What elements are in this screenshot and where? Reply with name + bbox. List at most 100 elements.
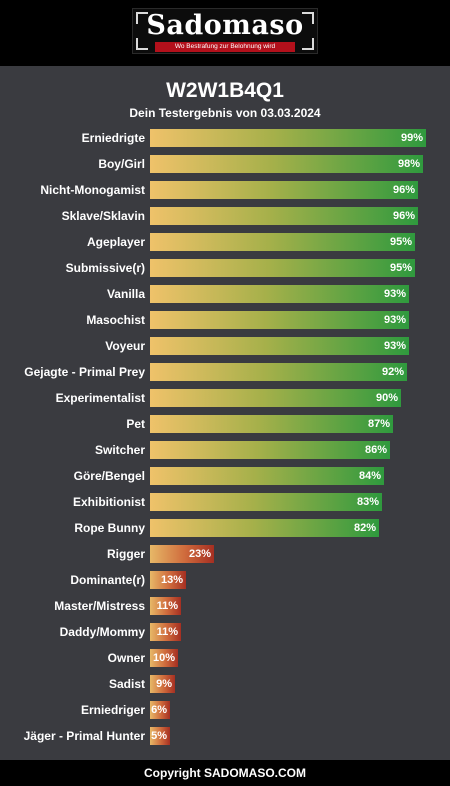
bar-value-label: 6% (151, 704, 167, 716)
category-label: Nicht-Monogamist (40, 183, 145, 197)
result-bar: 93% (150, 285, 409, 303)
chart-row: Experimentalist 90% (0, 389, 450, 407)
category-label: Owner (107, 651, 145, 665)
category-label: Vanilla (106, 287, 145, 301)
bar-value-label: 93% (383, 288, 406, 300)
result-title: W2W1B4Q1 (166, 79, 284, 102)
result-bar: 93% (150, 311, 409, 329)
category-label: Sadist (108, 677, 145, 691)
logo-wordmark: Sadomaso (146, 10, 304, 41)
category-label: Submissive(r) (65, 261, 145, 275)
chart-row: Sadist 9% (0, 675, 450, 693)
chart-row: Erniedriger 6% (0, 701, 450, 719)
result-bar: 96% (150, 207, 418, 225)
chart-row: Master/Mistress 11% (0, 597, 450, 615)
category-label: Master/Mistress (54, 599, 145, 613)
category-label: Göre/Bengel (73, 469, 145, 483)
bar-value-label: 95% (389, 236, 412, 248)
chart-row: Gejagte - Primal Prey 92% (0, 363, 450, 381)
category-label: Erniedriger (80, 703, 145, 717)
chart-row: Dominante(r) 13% (0, 571, 450, 589)
logo-ornament (136, 38, 148, 50)
result-bar: 98% (150, 155, 423, 173)
chart-row: Boy/Girl 98% (0, 155, 450, 173)
bar-value-label: 82% (353, 522, 376, 534)
category-label: Pet (126, 417, 145, 431)
category-label: Jäger - Primal Hunter (23, 729, 145, 743)
bar-value-label: 92% (381, 366, 404, 378)
category-label: Daddy/Mommy (59, 625, 145, 639)
bar-value-label: 83% (356, 496, 379, 508)
bar-value-label: 9% (156, 678, 172, 690)
result-subtitle: Dein Testergebnis von 03.03.2024 (129, 106, 321, 120)
result-bar: 5% (150, 727, 170, 745)
result-bar: 13% (150, 571, 186, 589)
chart-row: Erniedrigte 99% (0, 129, 450, 147)
bar-value-label: 98% (397, 158, 420, 170)
result-bar: 23% (150, 545, 214, 563)
chart-row: Ageplayer 95% (0, 233, 450, 251)
bar-value-label: 93% (383, 340, 406, 352)
chart-row: Voyeur 93% (0, 337, 450, 355)
result-bar: 11% (150, 597, 181, 615)
category-label: Boy/Girl (98, 157, 145, 171)
category-label: Exhibitionist (73, 495, 145, 509)
bar-value-label: 10% (152, 652, 175, 664)
result-bar: 95% (150, 233, 415, 251)
bar-value-label: 95% (389, 262, 412, 274)
bar-value-label: 90% (375, 392, 398, 404)
bar-value-label: 93% (383, 314, 406, 326)
result-bar: 6% (150, 701, 170, 719)
site-header: Sadomaso Wo Bestrafung zur Belohnung wir… (0, 0, 450, 66)
bar-value-label: 23% (188, 548, 211, 560)
site-logo[interactable]: Sadomaso Wo Bestrafung zur Belohnung wir… (132, 8, 318, 54)
bar-value-label: 84% (358, 470, 381, 482)
result-bar: 9% (150, 675, 175, 693)
result-bar: 10% (150, 649, 178, 667)
bar-value-label: 96% (392, 184, 415, 196)
chart-row: Masochist 93% (0, 311, 450, 329)
category-label: Erniedrigte (81, 131, 145, 145)
chart-row: Rope Bunny 82% (0, 519, 450, 537)
result-bar: 84% (150, 467, 384, 485)
bar-value-label: 87% (367, 418, 390, 430)
chart-row: Vanilla 93% (0, 285, 450, 303)
bar-value-label: 13% (160, 574, 183, 586)
category-label: Ageplayer (86, 235, 145, 249)
category-label: Dominante(r) (70, 573, 145, 587)
bar-value-label: 86% (364, 444, 387, 456)
result-bar: 83% (150, 493, 382, 511)
bar-value-label: 11% (156, 626, 178, 638)
bar-value-label: 99% (400, 132, 423, 144)
category-label: Rigger (106, 547, 145, 561)
chart-row: Owner 10% (0, 649, 450, 667)
chart-row: Nicht-Monogamist 96% (0, 181, 450, 199)
category-label: Voyeur (105, 339, 145, 353)
chart-row: Daddy/Mommy 11% (0, 623, 450, 641)
chart-row: Exhibitionist 83% (0, 493, 450, 511)
chart-row: Submissive(r) 95% (0, 259, 450, 277)
logo-tagline: Wo Bestrafung zur Belohnung wird (155, 42, 295, 52)
category-label: Switcher (94, 443, 145, 457)
chart-row: Rigger 23% (0, 545, 450, 563)
result-bar: 96% (150, 181, 418, 199)
chart-row: Switcher 86% (0, 441, 450, 459)
category-label: Experimentalist (55, 391, 145, 405)
logo-ornament (302, 12, 314, 24)
result-bar: 93% (150, 337, 409, 355)
footer-copyright: Copyright SADOMASO.COM (0, 760, 450, 786)
chart-row: Pet 87% (0, 415, 450, 433)
bar-value-label: 11% (156, 600, 178, 612)
category-label: Rope Bunny (74, 521, 145, 535)
category-label: Gejagte - Primal Prey (24, 365, 145, 379)
result-bar: 86% (150, 441, 390, 459)
result-bar: 11% (150, 623, 181, 641)
category-label: Sklave/Sklavin (61, 209, 145, 223)
chart-row: Jäger - Primal Hunter 5% (0, 727, 450, 745)
result-bar: 92% (150, 363, 407, 381)
chart-row: Göre/Bengel 84% (0, 467, 450, 485)
logo-ornament (302, 38, 314, 50)
bar-value-label: 96% (392, 210, 415, 222)
result-bar: 95% (150, 259, 415, 277)
